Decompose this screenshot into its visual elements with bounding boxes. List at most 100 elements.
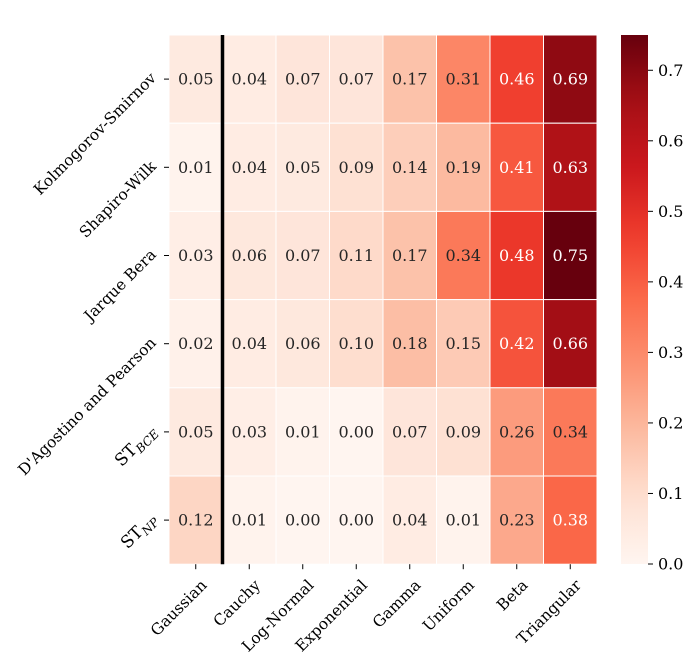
heatmap-cell-r2-c3 bbox=[329, 210, 384, 301]
cell-value-r0-c4: 0.17 bbox=[392, 70, 428, 89]
y-tick-label-1: Shapiro-Wilk bbox=[76, 157, 160, 241]
cell-value-r1-c6: 0.41 bbox=[499, 158, 535, 177]
heatmap-cell-r2-c6 bbox=[489, 210, 544, 301]
colorbar-tick-label-4: 0.4 bbox=[658, 272, 683, 291]
cell-value-r0-c3: 0.07 bbox=[338, 70, 374, 89]
cell-value-r4-c7: 0.34 bbox=[552, 422, 588, 441]
cell-value-r5-c7: 0.38 bbox=[552, 511, 588, 530]
colorbar-tick-label-1: 0.1 bbox=[658, 484, 683, 503]
colorbar-tick-label-3: 0.3 bbox=[658, 343, 683, 362]
heatmap-cell-r4-c4 bbox=[382, 387, 437, 477]
x-axis: Gaussian CauchyLog-NormalExponentialGamma… bbox=[147, 564, 585, 655]
heatmap-cell-r0-c0 bbox=[168, 34, 223, 124]
cell-value-r0-c5: 0.31 bbox=[445, 70, 481, 89]
colorbar-tick-label-5: 0.5 bbox=[658, 202, 683, 221]
heatmap-cell-r3-c0 bbox=[168, 299, 223, 389]
heatmap-cell-r5-c2 bbox=[275, 475, 330, 565]
cell-value-r0-c6: 0.46 bbox=[499, 70, 535, 89]
heatmap-cell-labels: 0.05 0.04 0.07 0.07 0.17 0.31 0.46 0.69 0.01 0.04… bbox=[178, 70, 588, 530]
cell-value-r2-c7: 0.75 bbox=[552, 246, 588, 265]
cell-value-r2-c3: 0.11 bbox=[338, 246, 374, 265]
cell-value-r1-c3: 0.09 bbox=[338, 158, 374, 177]
cell-value-r1-c2: 0.05 bbox=[285, 158, 321, 177]
cell-value-r4-c6: 0.26 bbox=[499, 422, 535, 441]
cell-value-r5-c1: 0.01 bbox=[231, 511, 267, 530]
cell-value-r2-c5: 0.34 bbox=[445, 246, 481, 265]
cell-value-r5-c5: 0.01 bbox=[445, 511, 481, 530]
cell-value-r3-c7: 0.66 bbox=[552, 334, 588, 353]
heatmap-cell-r0-c2 bbox=[275, 34, 330, 124]
cell-value-r0-c2: 0.07 bbox=[285, 70, 321, 89]
heatmap-cell-r3-c6 bbox=[489, 299, 544, 389]
colorbar: 0.0 0.1 0.2 0.3 0.4 0.5 0.6 0.7 bbox=[621, 35, 683, 574]
x-tick-label-6: Beta bbox=[493, 576, 531, 614]
heatmap-cell-r2-c7 bbox=[543, 210, 598, 301]
heatmap-cell-r2-c2 bbox=[275, 210, 330, 301]
heatmap-cell-r4-c5 bbox=[436, 387, 491, 477]
heatmap-cell-r3-c4 bbox=[382, 299, 437, 389]
cell-value-r5-c2: 0.00 bbox=[285, 511, 321, 530]
colorbar-tick-label-0: 0.0 bbox=[658, 555, 683, 574]
cell-value-r5-c4: 0.04 bbox=[392, 511, 428, 530]
heatmap-cell-r5-c5 bbox=[436, 475, 491, 565]
cell-value-r2-c0: 0.03 bbox=[178, 246, 214, 265]
cell-value-r2-c6: 0.48 bbox=[499, 246, 535, 265]
x-tick-label-1: Cauchy bbox=[210, 576, 264, 630]
cell-value-r4-c1: 0.03 bbox=[231, 422, 267, 441]
heatmap-cell-r4-c7 bbox=[543, 387, 598, 477]
cell-value-r3-c1: 0.04 bbox=[231, 334, 267, 353]
cell-value-r4-c4: 0.07 bbox=[392, 422, 428, 441]
heatmap-cell-r4-c3 bbox=[329, 387, 384, 477]
cell-value-r1-c5: 0.19 bbox=[445, 158, 481, 177]
heatmap-cell-r2-c4 bbox=[382, 210, 437, 301]
heatmap-cell-r3-c3 bbox=[329, 299, 384, 389]
heatmap-cell-r0-c3 bbox=[329, 34, 384, 124]
heatmap-cell-r1-c5 bbox=[436, 122, 491, 212]
cell-value-r5-c0: 0.12 bbox=[178, 511, 214, 530]
heatmap-cell-r1-c1 bbox=[222, 122, 277, 212]
cell-value-r4-c3: 0.00 bbox=[338, 422, 374, 441]
cell-value-r3-c4: 0.18 bbox=[392, 334, 428, 353]
cell-value-r3-c0: 0.02 bbox=[178, 334, 214, 353]
cell-value-r0-c1: 0.04 bbox=[231, 70, 267, 89]
cell-value-r2-c2: 0.07 bbox=[285, 246, 321, 265]
cell-value-r1-c7: 0.63 bbox=[552, 158, 588, 177]
heatmap-cell-r5-c1 bbox=[222, 475, 277, 565]
cell-value-r0-c0: 0.05 bbox=[178, 70, 214, 89]
cell-value-r3-c2: 0.06 bbox=[285, 334, 321, 353]
cell-value-r1-c4: 0.14 bbox=[392, 158, 428, 177]
heatmap-cell-r0-c1 bbox=[222, 34, 277, 124]
cell-value-r3-c6: 0.42 bbox=[499, 334, 535, 353]
heatmap-cell-r4-c6 bbox=[489, 387, 544, 477]
x-tick-label-0: Gaussian bbox=[147, 576, 210, 639]
y-tick-label-5: STNP bbox=[117, 509, 163, 555]
colorbar-gradient bbox=[621, 35, 648, 564]
heatmap-cell-r1-c3 bbox=[329, 122, 384, 212]
y-tick-label-4: STBCE bbox=[111, 421, 162, 472]
cell-value-r0-c7: 0.69 bbox=[552, 70, 588, 89]
heatmap-cell-r3-c2 bbox=[275, 299, 330, 389]
heatmap-cell-r1-c7 bbox=[543, 122, 598, 212]
heatmap-cell-r2-c5 bbox=[436, 210, 491, 301]
y-tick-label-2: Jarque Bera bbox=[79, 246, 160, 327]
cell-value-r4-c0: 0.05 bbox=[178, 422, 214, 441]
cell-value-r5-c6: 0.23 bbox=[499, 511, 535, 530]
cell-value-r4-c5: 0.09 bbox=[445, 422, 481, 441]
cell-value-r3-c3: 0.10 bbox=[338, 334, 374, 353]
heatmap-cell-r5-c6 bbox=[489, 475, 544, 565]
x-tick-label-4: Gamma bbox=[369, 576, 424, 631]
cell-value-r3-c5: 0.15 bbox=[445, 334, 481, 353]
heatmap-cell-r5-c7 bbox=[543, 475, 598, 565]
cell-value-r1-c1: 0.04 bbox=[231, 158, 267, 177]
heatmap-cell-r0-c5 bbox=[436, 34, 491, 124]
colorbar-tick-label-2: 0.2 bbox=[658, 413, 683, 432]
cell-value-r2-c1: 0.06 bbox=[231, 246, 267, 265]
heatmap-cells bbox=[168, 34, 598, 565]
colorbar-tick-label-7: 0.7 bbox=[658, 61, 683, 80]
cell-value-r5-c3: 0.00 bbox=[338, 511, 374, 530]
heatmap-cell-r0-c7 bbox=[543, 34, 598, 124]
x-tick-label-5: Uniform bbox=[419, 576, 478, 635]
cell-value-r1-c0: 0.01 bbox=[178, 158, 214, 177]
